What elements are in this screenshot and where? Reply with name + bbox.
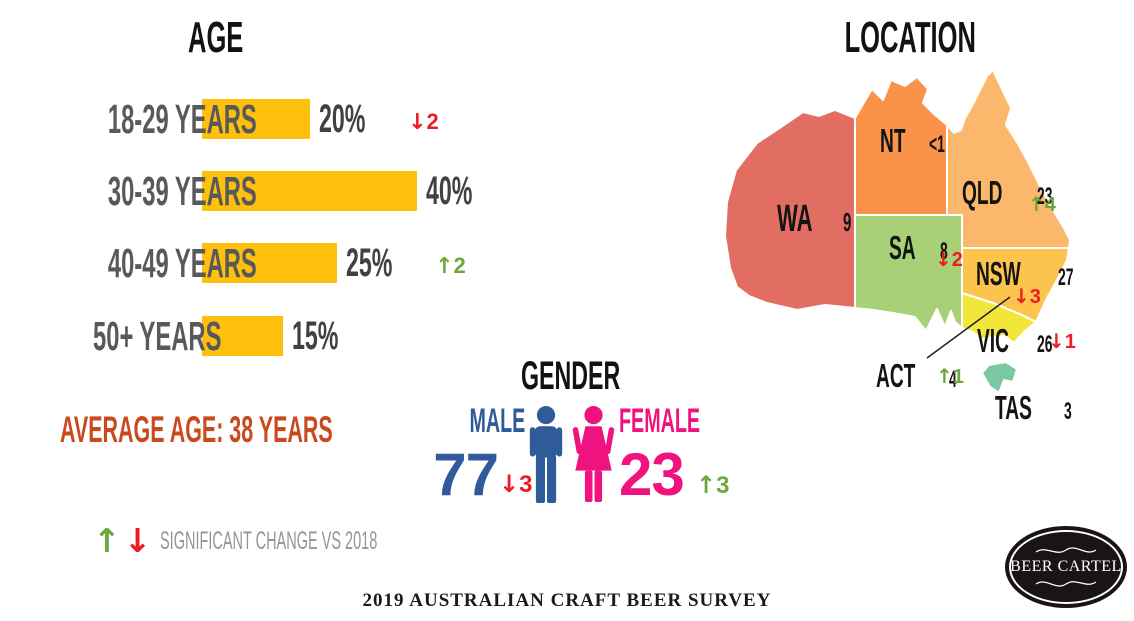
map-label-wa: WA 9: [777, 198, 852, 240]
legend-label: SIGNIFICANT CHANGE VS 2018: [160, 526, 378, 555]
male-person-icon: [528, 406, 564, 508]
sa-change-badge: ↓2: [935, 247, 963, 271]
nsw-change-badge: ↓3: [1013, 284, 1041, 308]
age-bar: [202, 243, 337, 283]
up-arrow-icon: ↑: [1028, 192, 1045, 216]
map-label-sa: SA 8: [889, 229, 948, 266]
down-arrow-icon: ↓: [499, 470, 520, 498]
age-row-value: 40%: [426, 169, 473, 213]
female-change-badge: ↑3: [696, 471, 730, 499]
vic-change-badge: ↓1: [1048, 329, 1076, 353]
down-arrow-icon: ↓: [123, 521, 152, 560]
female-percentage: 23: [619, 441, 685, 508]
age-section-title: AGE: [188, 13, 244, 62]
age-row-value: 25%: [346, 241, 393, 285]
age-row-label: 18-29 YEARS: [107, 96, 257, 142]
down-arrow-icon: ↓: [1048, 329, 1065, 353]
age-bar: [202, 316, 283, 356]
beer-cartel-logo: BEER CARTEL: [1005, 526, 1127, 608]
age-row-40-49: 40-49 YEARS 25% ↑2: [0, 240, 466, 286]
act-leader-line: [926, 296, 1011, 359]
up-arrow-icon: ↑: [435, 254, 454, 279]
up-arrow-icon: ↑: [696, 471, 717, 499]
logo-flourish-bottom: [1035, 581, 1097, 587]
australia-map: [723, 69, 1073, 400]
down-arrow-icon: ↓: [408, 110, 427, 135]
logo-ring: [1009, 530, 1123, 604]
map-label-nsw: NSW 27: [976, 255, 1074, 292]
male-percentage: 77: [433, 441, 499, 508]
map-label-vic: VIC 26: [977, 322, 1053, 359]
map-label-qld: QLD 23: [962, 174, 1053, 211]
location-section-title: LOCATION: [844, 13, 976, 62]
male-label: MALE: [469, 402, 525, 440]
age-row-label: 30-39 YEARS: [107, 168, 257, 214]
map-label-nt: NT <1: [880, 122, 945, 159]
age-row-30-39: 30-39 YEARS 40%: [0, 168, 506, 214]
gender-section-title: GENDER: [521, 354, 621, 398]
map-region-tas: [981, 361, 1018, 394]
up-arrow-icon: ↑: [93, 521, 121, 560]
age-change-badge: ↓2: [408, 109, 439, 135]
age-bar: [202, 99, 310, 139]
age-row-value: 15%: [292, 314, 339, 358]
age-row-value: 20%: [319, 97, 366, 141]
age-bar: [202, 171, 417, 211]
age-row-50plus: 50+ YEARS 15%: [0, 313, 372, 359]
map-label-tas: TAS 3: [995, 389, 1072, 426]
significant-change-legend: ↑ ↓ SIGNIFICANT CHANGE VS 2018: [93, 524, 535, 557]
footer-title: 2019 AUSTRALIAN CRAFT BEER SURVEY: [362, 590, 772, 611]
act-change-badge: ↑1: [936, 364, 964, 388]
male-change-badge: ↓3: [499, 470, 533, 498]
down-arrow-icon: ↓: [1013, 284, 1030, 308]
map-region-wa: [724, 109, 856, 311]
age-row-label: 40-49 YEARS: [107, 240, 257, 286]
age-row-18-29: 18-29 YEARS 20% ↓2: [0, 96, 439, 142]
female-person-icon: [569, 406, 618, 508]
qld-change-badge: ↑4: [1028, 192, 1056, 216]
map-label-act: ACT 4: [876, 357, 957, 394]
average-age-note: AVERAGE AGE: 38 YEARS: [60, 409, 333, 450]
map-region-vic: [961, 292, 1037, 344]
age-change-badge: ↑2: [435, 253, 466, 279]
up-arrow-icon: ↑: [936, 364, 953, 388]
map-region-qld: [946, 69, 1071, 249]
female-label: FEMALE: [619, 402, 701, 440]
down-arrow-icon: ↓: [935, 247, 952, 271]
age-row-label: 50+ YEARS: [93, 313, 222, 359]
